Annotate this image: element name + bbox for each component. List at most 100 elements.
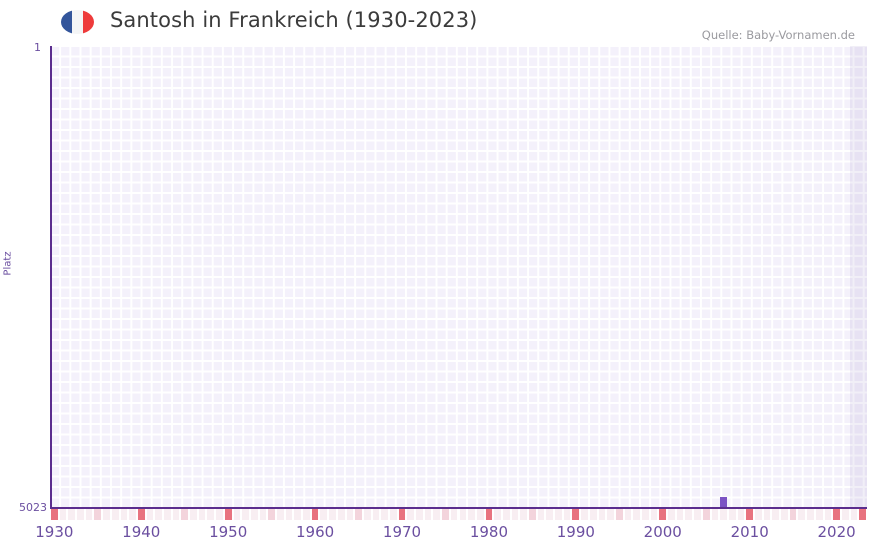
x-marker-1996 [624, 509, 632, 520]
x-tick-label-1990: 1990 [556, 523, 595, 541]
x-marker-1966 [363, 509, 371, 520]
x-marker-1950 [224, 509, 232, 520]
x-marker-2016 [798, 509, 806, 520]
x-marker-1941 [146, 509, 154, 520]
bar-2007 [720, 496, 727, 508]
x-marker-1955 [268, 509, 275, 520]
y-axis-title: Platz [2, 251, 14, 276]
x-marker-1991 [581, 509, 588, 520]
x-tick-label-2000: 2000 [643, 523, 682, 541]
x-marker-2007 [720, 509, 727, 520]
x-marker-1938 [120, 509, 128, 520]
x-marker-2015 [789, 509, 797, 520]
x-marker-2019 [824, 509, 832, 520]
x-marker-2000 [659, 509, 667, 520]
x-marker-2004 [694, 509, 701, 520]
x-marker-1932 [68, 509, 76, 520]
x-marker-1963 [337, 509, 345, 520]
y-tick-label-bottom: 5023 [19, 501, 47, 514]
x-marker-1982 [502, 509, 510, 520]
x-marker-1953 [250, 509, 258, 520]
y-tick-label-top: 1 [34, 41, 41, 54]
x-marker-1935 [94, 509, 102, 520]
x-marker-1984 [520, 509, 528, 520]
x-marker-1942 [155, 509, 162, 520]
x-marker-1958 [294, 509, 302, 520]
x-marker-1976 [450, 509, 458, 520]
x-axis-line [50, 507, 867, 509]
x-marker-2003 [685, 509, 693, 520]
x-marker-1970 [398, 509, 406, 520]
y-axis-line [50, 46, 52, 509]
x-marker-1971 [407, 509, 415, 520]
x-marker-1987 [546, 509, 554, 520]
x-tick-label-1970: 1970 [382, 523, 422, 541]
x-marker-2005 [702, 509, 710, 520]
x-marker-1947 [198, 509, 206, 520]
x-marker-1934 [85, 509, 93, 520]
x-marker-1957 [285, 509, 293, 520]
chart-title: Santosh in Frankreich (1930-2023) [110, 8, 478, 32]
x-marker-2022 [850, 509, 858, 520]
x-marker-2009 [737, 509, 745, 520]
x-marker-2018 [815, 509, 823, 520]
x-marker-1944 [172, 509, 180, 520]
x-marker-1997 [633, 509, 641, 520]
france-flag-icon [61, 10, 94, 34]
x-marker-2008 [728, 509, 736, 520]
x-marker-1993 [598, 509, 606, 520]
x-marker-1936 [103, 509, 110, 520]
x-marker-1948 [207, 509, 215, 520]
flag-band-white [72, 10, 83, 34]
x-tick-label-1930: 1930 [35, 523, 74, 541]
x-tick-label-1940: 1940 [122, 523, 161, 541]
x-marker-1983 [511, 509, 519, 520]
x-marker-2006 [711, 509, 719, 520]
x-marker-1965 [355, 509, 362, 520]
source-attribution: Quelle: Baby-Vornamen.de [701, 28, 855, 42]
x-marker-2023 [859, 509, 866, 520]
x-marker-1978 [468, 509, 475, 520]
x-marker-1990 [572, 509, 580, 520]
x-marker-1940 [137, 509, 145, 520]
x-marker-1989 [563, 509, 571, 520]
x-marker-1964 [346, 509, 354, 520]
flag-band-blue [61, 10, 72, 34]
x-marker-2010 [746, 509, 753, 520]
x-marker-1974 [433, 509, 441, 520]
chart-header: Santosh in Frankreich (1930-2023) Quelle… [0, 0, 873, 44]
x-marker-1962 [329, 509, 336, 520]
x-marker-1994 [607, 509, 614, 520]
x-marker-1954 [259, 509, 267, 520]
x-tick-label-2010: 2010 [730, 523, 769, 541]
x-marker-1968 [381, 509, 388, 520]
x-marker-1933 [77, 509, 84, 520]
x-marker-2013 [772, 509, 780, 520]
x-marker-1952 [242, 509, 249, 520]
x-marker-1949 [216, 509, 223, 520]
x-marker-1999 [650, 509, 658, 520]
x-marker-1972 [416, 509, 423, 520]
x-tick-label-1950: 1950 [209, 523, 248, 541]
x-marker-1985 [529, 509, 536, 520]
x-marker-1961 [320, 509, 328, 520]
x-marker-1967 [372, 509, 380, 520]
x-marker-1981 [494, 509, 501, 520]
x-marker-1975 [442, 509, 449, 520]
x-marker-1988 [555, 509, 562, 520]
x-marker-2012 [763, 509, 771, 520]
x-marker-1930 [51, 509, 58, 520]
x-marker-1973 [424, 509, 432, 520]
x-tick-label-1980: 1980 [469, 523, 508, 541]
x-marker-2011 [755, 509, 762, 520]
x-marker-2001 [668, 509, 675, 520]
x-marker-1992 [589, 509, 597, 520]
x-marker-1939 [129, 509, 136, 520]
x-marker-2014 [781, 509, 788, 520]
x-marker-2020 [833, 509, 840, 520]
x-tick-label-2020: 2020 [817, 523, 856, 541]
x-marker-2021 [841, 509, 849, 520]
grid-layer [50, 46, 867, 508]
x-tick-label-1960: 1960 [295, 523, 335, 541]
